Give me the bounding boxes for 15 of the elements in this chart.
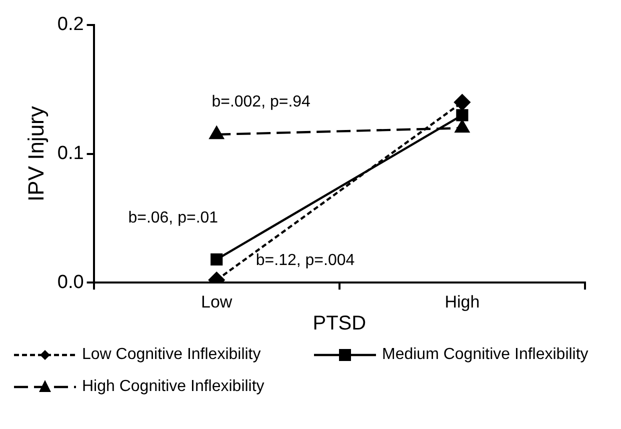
- legend-label: High Cognitive Inflexibility: [82, 378, 264, 396]
- annotation: b=.06, p=.01: [128, 210, 218, 227]
- y-tick-label: 0.2: [57, 14, 84, 36]
- y-tick-label: 0.1: [57, 143, 84, 164]
- annotation: b=.12, p=.004: [256, 252, 355, 270]
- legend-label: Low Cognitive Inflexibility: [82, 346, 261, 364]
- legend-label: Medium Cognitive Inflexibility: [382, 346, 588, 364]
- point: [454, 94, 470, 110]
- y-axis-title: IPV Injury: [23, 106, 48, 202]
- point: [456, 109, 468, 122]
- x-axis-title: PTSD: [312, 312, 366, 335]
- x-tick-label: Low: [201, 292, 233, 312]
- annotation: b=.002, p=.94: [212, 94, 311, 111]
- x-tick-label: High: [444, 292, 480, 312]
- y-tick-label: 0.0: [57, 272, 84, 293]
